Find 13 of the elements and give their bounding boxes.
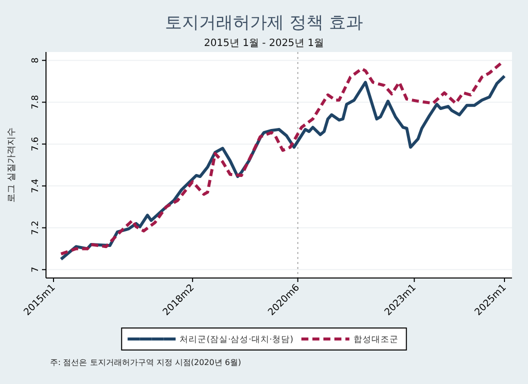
legend-item: 합성대조군	[301, 335, 398, 345]
y-tick-label: 8	[31, 57, 41, 64]
legend-label: 처리군(잠실·삼성·대치·청담)	[180, 335, 294, 345]
text: 주: 점선은 토지거래허가구역 지정 시점(2020년 6월)	[50, 358, 242, 367]
chart-title: 토지거래허가제 정책 효과	[165, 13, 363, 33]
chart-subtitle: 2015년 1월 - 2025년 1월	[204, 38, 324, 49]
y-tick-label: 7.2	[31, 220, 41, 235]
y-tick-label: 7.4	[31, 178, 41, 194]
y-axis-title: 로그 실질가격지수	[7, 128, 17, 202]
y-tick-label: 7.6	[31, 136, 41, 152]
y-tick-label: 7.8	[31, 94, 41, 110]
legend-label: 합성대조군	[353, 335, 398, 345]
y-tick-label: 7	[31, 266, 41, 272]
